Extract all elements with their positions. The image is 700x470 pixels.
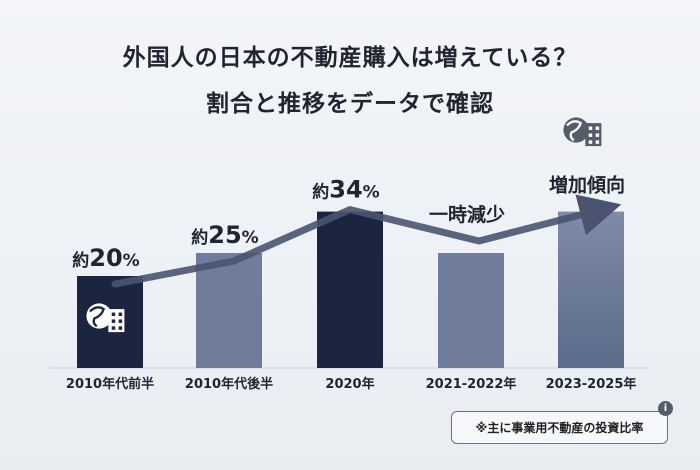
data-label-0: 約20% <box>72 244 139 272</box>
data-label-4: 増加傾向 <box>549 174 625 197</box>
footnote: ※主に事業用不動産の投資比率 <box>451 411 668 444</box>
x-tick-label-0: 2010年代前半 <box>66 376 154 392</box>
x-tick-label-2: 2020年 <box>325 376 374 392</box>
trend-arrow <box>111 194 622 288</box>
x-tick-label-4: 2023-2025年 <box>546 376 637 392</box>
x-tick-label-3: 2021-2022年 <box>426 376 517 392</box>
globe-building-icon <box>86 303 125 333</box>
bar-2 <box>317 211 383 368</box>
bar-4 <box>558 211 624 368</box>
info-icon: i <box>658 401 673 416</box>
data-label-3: 一時減少 <box>429 203 505 226</box>
data-label-1: 約25% <box>191 221 258 249</box>
bar-3 <box>438 253 504 368</box>
data-label-2: 約34% <box>312 176 379 204</box>
chart-title: 外国人の日本の不動産購入は増えている？ <box>122 45 578 71</box>
chart-subtitle: 割合と推移をデータで確認 <box>206 91 494 117</box>
x-tick-label-1: 2010年代後半 <box>185 376 273 392</box>
globe-building-icon-top <box>563 117 602 147</box>
bar-1 <box>196 253 262 368</box>
